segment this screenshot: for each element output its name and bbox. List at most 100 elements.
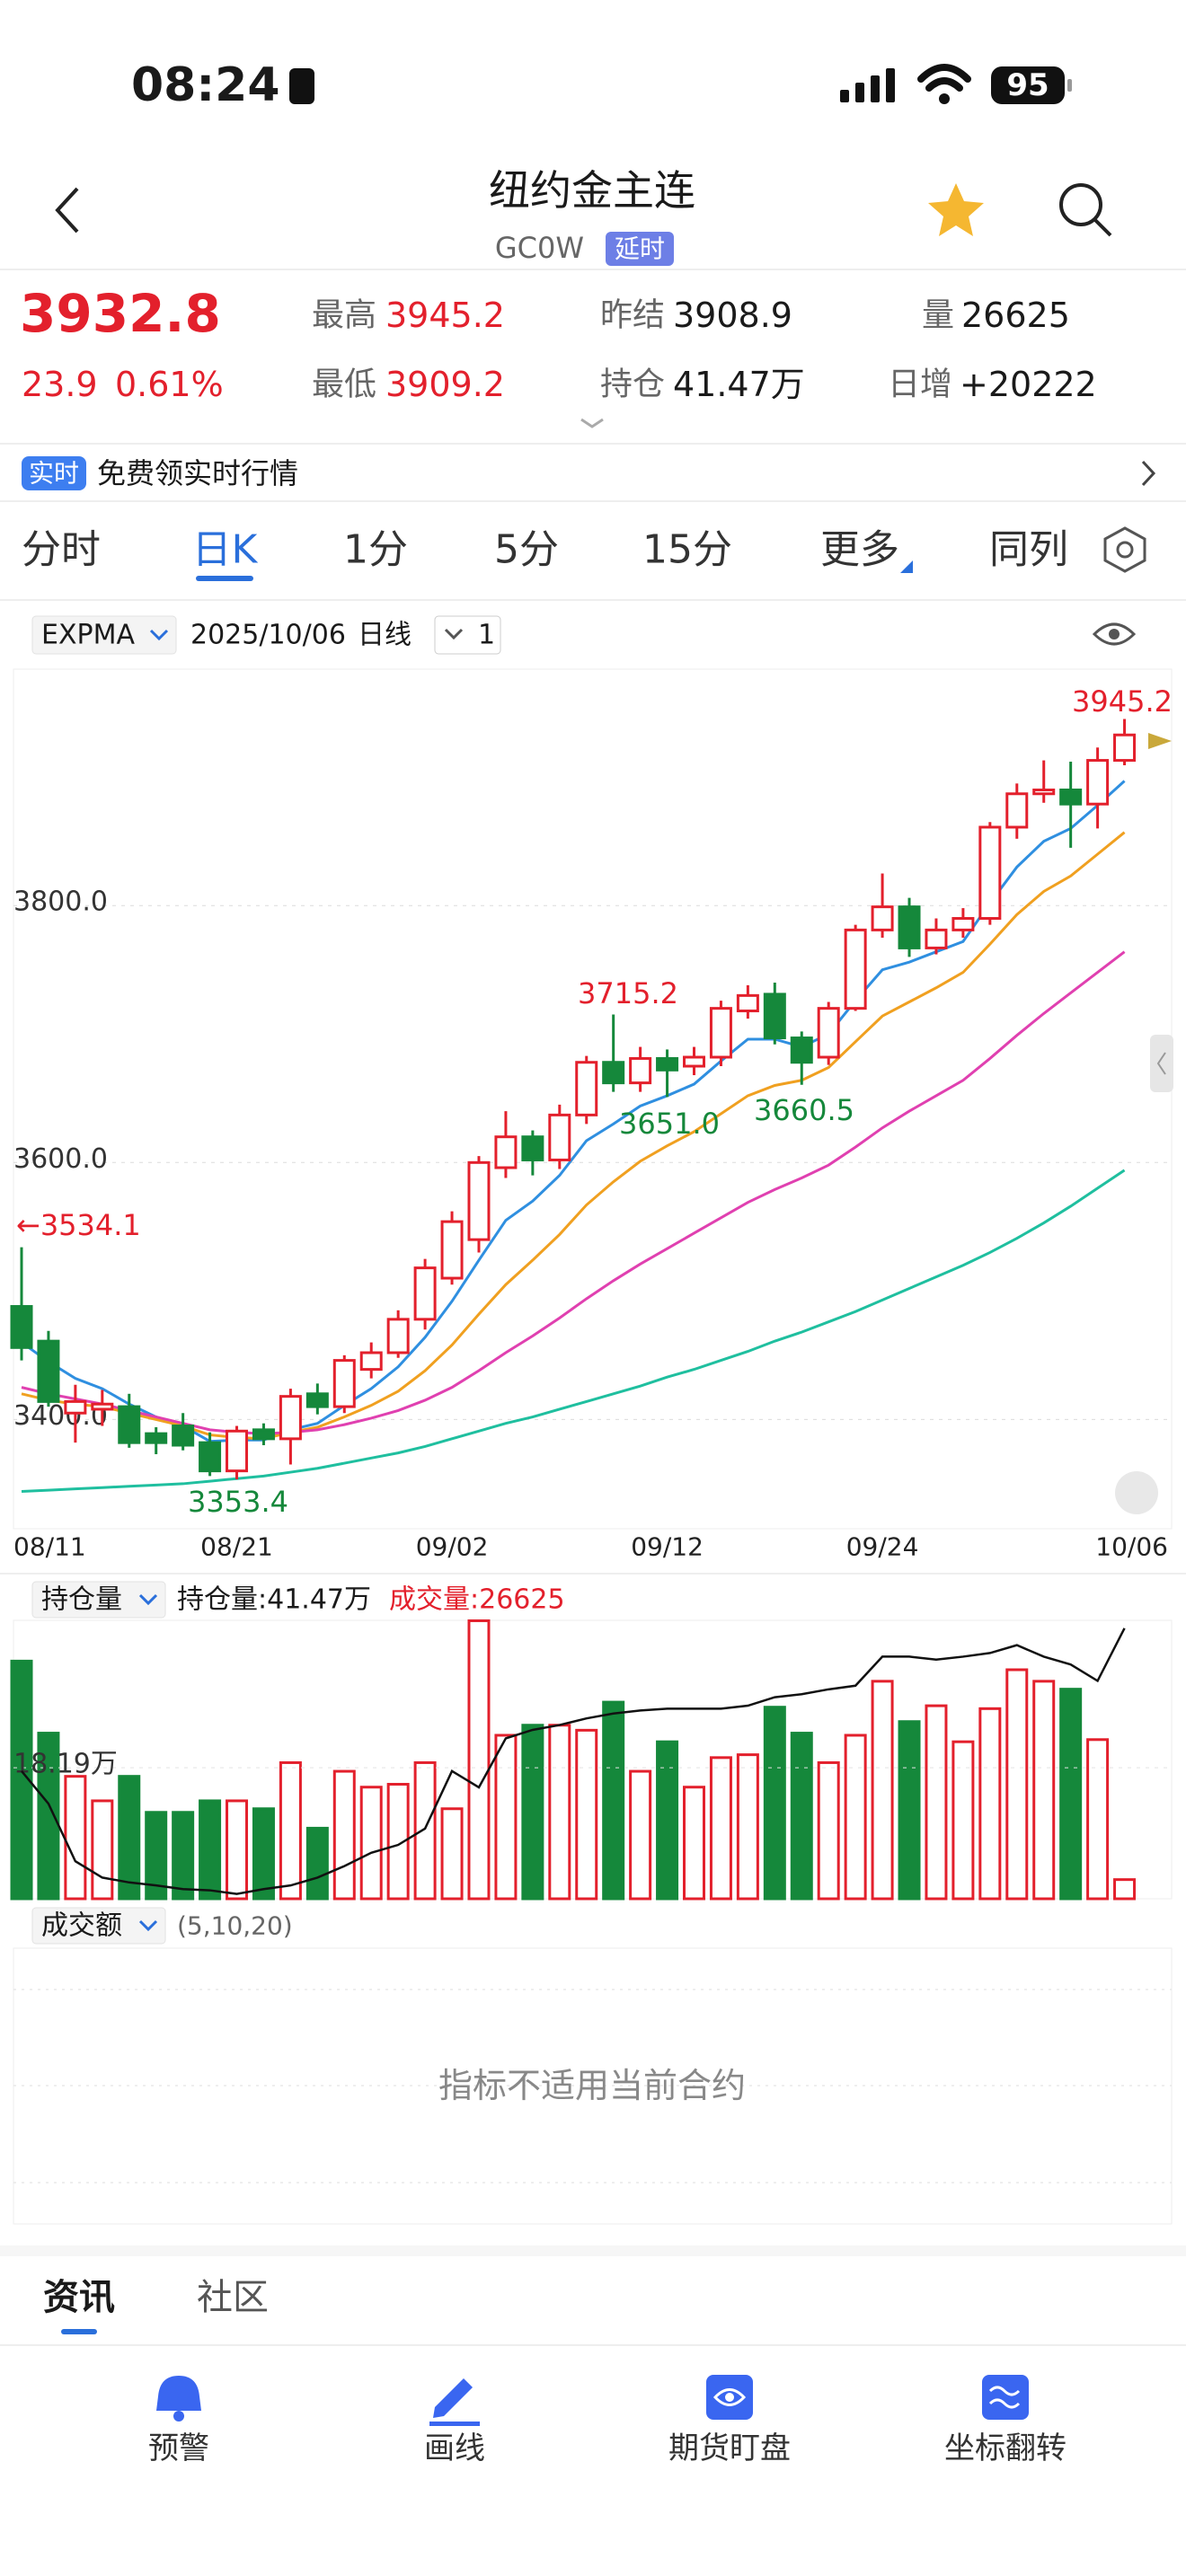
tab[interactable]: 日K [192, 527, 259, 573]
volume-bar [467, 1619, 491, 1901]
tab[interactable]: 1分 [343, 527, 408, 573]
x-tick-label: 08/11 [13, 1532, 86, 1562]
label: 最低 [312, 366, 376, 403]
volume-bar [656, 1740, 679, 1901]
volume-bar [629, 1769, 652, 1901]
volume-bar [10, 1659, 33, 1901]
volume-bar [683, 1786, 705, 1901]
volume-bar [844, 1734, 867, 1901]
candle-body [64, 1399, 87, 1415]
volume-bar [305, 1826, 329, 1901]
candle-body [575, 1061, 598, 1116]
volume-bar [413, 1760, 437, 1901]
label: 昨结 [600, 297, 665, 334]
tab[interactable]: 分时 [22, 527, 101, 573]
candle-body [413, 1266, 437, 1321]
last-price: 3932.8 [20, 283, 221, 344]
tab[interactable]: 5分 [494, 527, 559, 573]
nav-item[interactable]: 坐标翻转 [944, 2430, 1067, 2466]
volume-bar [763, 1706, 786, 1901]
content-tab[interactable]: 社区 [197, 2277, 269, 2318]
candle-body [226, 1429, 249, 1473]
candle-body [683, 1055, 705, 1068]
indicator-select[interactable]: 持仓量 [41, 1584, 122, 1616]
x-tick-label: 09/02 [416, 1532, 489, 1562]
price-annotation: ←3534.1 [16, 1208, 141, 1242]
candle-body [10, 1305, 33, 1349]
candle-body [844, 928, 867, 1010]
volume-bar [817, 1760, 840, 1901]
volume-bar [790, 1732, 813, 1901]
candle-body [467, 1160, 491, 1241]
candle-body [521, 1135, 544, 1161]
tab[interactable]: 15分 [642, 527, 732, 573]
favorite-star[interactable] [928, 183, 984, 236]
candle-body [305, 1392, 329, 1408]
params: (5,10,20) [177, 1911, 293, 1941]
candle-body [359, 1351, 383, 1372]
volume-bar [172, 1811, 195, 1901]
volume-bar [440, 1807, 464, 1901]
volume-bar [736, 1753, 759, 1901]
title: 纽约金主连 [489, 166, 695, 215]
status-time: 08:24 [131, 58, 280, 112]
candle-body [1005, 792, 1029, 829]
y-tick-label: 18.19万 [13, 1749, 118, 1780]
volume-bar [226, 1799, 249, 1901]
candle-body [332, 1359, 356, 1408]
volume-bar [1059, 1688, 1083, 1901]
indicator-select[interactable]: EXPMA [41, 620, 135, 651]
volume-bar [332, 1769, 356, 1901]
nav-item[interactable]: 期货盯盘 [668, 2430, 791, 2466]
expma-line [21, 1169, 1126, 1494]
open-interest-text: 持仓量:41.47万 [177, 1584, 371, 1616]
y-tick-label: 3800.0 [13, 887, 108, 918]
candle-body [1113, 733, 1137, 763]
volume-bar [199, 1799, 222, 1901]
back-button[interactable] [55, 187, 79, 234]
candle-body [978, 825, 1002, 921]
candle-body [763, 992, 786, 1040]
candle-body [494, 1135, 518, 1169]
candle-body [199, 1441, 222, 1473]
volume-bar [1113, 1878, 1137, 1901]
volume-bar [602, 1700, 625, 1901]
price-annotation: 3715.2 [578, 976, 678, 1010]
volume-bar [925, 1704, 948, 1901]
tab[interactable]: 同列 [989, 527, 1068, 573]
candle-body [871, 905, 894, 931]
label: 持仓 [600, 366, 665, 403]
candle-body [37, 1339, 60, 1403]
y-tick-label: 3600.0 [13, 1143, 108, 1175]
candle-body [629, 1056, 652, 1085]
indicator-select[interactable]: 成交额 [41, 1910, 122, 1942]
volume-bar [145, 1811, 168, 1901]
expma-line [21, 950, 1126, 1435]
visibility-toggle[interactable] [1092, 622, 1137, 646]
candle-body [817, 1007, 840, 1059]
candle-body [925, 928, 948, 949]
volume-bar [978, 1707, 1002, 1901]
candle-body [118, 1405, 141, 1444]
nav-item[interactable]: 预警 [148, 2430, 209, 2466]
change: 23.9 [22, 365, 98, 404]
search-button[interactable] [1059, 183, 1102, 226]
label: 最高 [312, 297, 376, 334]
date: 2025/10/06 [190, 620, 346, 651]
nav-item[interactable]: 画线 [424, 2430, 485, 2466]
volume-bar [91, 1799, 114, 1901]
battery-level: 95 [1006, 67, 1049, 103]
banner-text[interactable]: 免费领实时行情 [97, 456, 298, 490]
tab[interactable]: 更多 [820, 527, 899, 573]
message: 指标不适用当前合约 [438, 2066, 746, 2105]
x-tick-label: 09/12 [631, 1532, 704, 1562]
volume-bar [709, 1756, 732, 1901]
settings-button[interactable] [1103, 526, 1146, 573]
volume-bar [1005, 1668, 1029, 1901]
label: 量 [922, 297, 954, 334]
content-tab[interactable]: 资讯 [43, 2277, 115, 2318]
candle-body [790, 1037, 813, 1064]
candle-body [91, 1402, 114, 1411]
candle-body [548, 1113, 571, 1161]
volume-text: 成交量:26625 [389, 1584, 565, 1616]
